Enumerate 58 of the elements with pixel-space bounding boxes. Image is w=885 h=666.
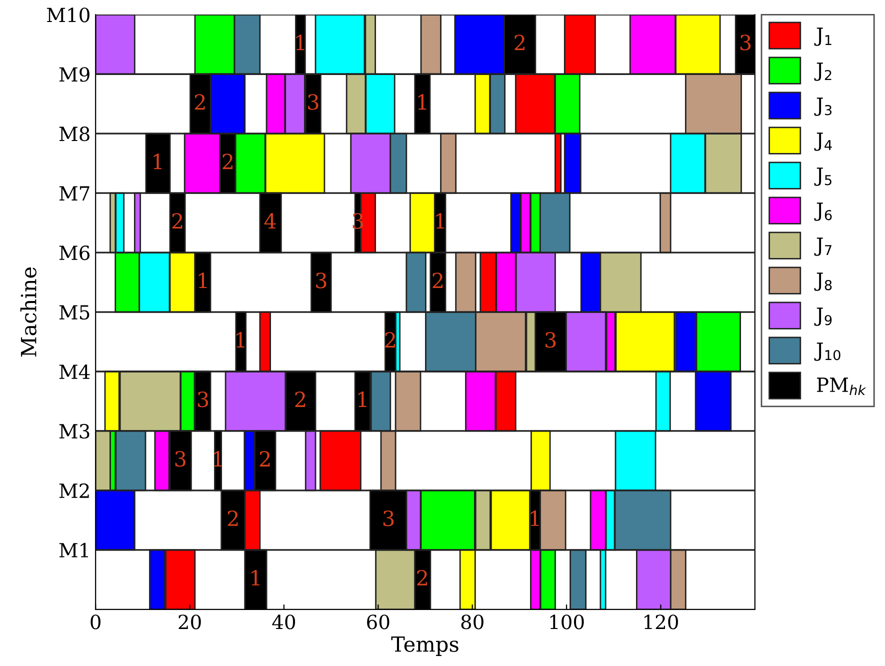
annotation: 2: [514, 34, 524, 50]
legend-label: J$_{5}$: [814, 168, 832, 186]
annotation: 2: [385, 332, 395, 348]
legend-label: J$_{6}$: [814, 202, 832, 221]
annotation: 3: [198, 392, 208, 408]
annotation: 3: [383, 510, 394, 526]
y-tick-label: M10: [47, 8, 90, 22]
annotation: 2: [432, 272, 443, 288]
annotation: 3: [740, 34, 751, 50]
x-tick-label: 120: [644, 614, 678, 630]
x-axis-title: Temps: [391, 636, 458, 656]
annotation: 2: [228, 510, 238, 526]
legend-label: J$_{4}$: [814, 132, 832, 151]
annotation: 2: [417, 570, 427, 586]
y-axis-title: Machine: [20, 267, 36, 357]
y-tick-label: M4: [59, 364, 90, 379]
annotation: 1: [154, 154, 162, 170]
annotation: 1: [436, 213, 444, 229]
x-tick-label: 60: [367, 614, 390, 630]
x-tick-label: 80: [461, 614, 484, 630]
annotation: 3: [308, 94, 318, 110]
legend-label: J$_{7}$: [814, 238, 832, 256]
x-tick-label: 40: [272, 614, 296, 630]
legend-label: J$_{9}$: [814, 308, 832, 326]
annotation: 1: [358, 392, 366, 407]
annotation: 1: [418, 94, 426, 110]
legend-label: J$_{8}$: [814, 272, 832, 291]
y-tick-label: M7: [59, 186, 90, 200]
y-tick-label: M2: [59, 483, 89, 498]
annotation: 1: [530, 510, 539, 526]
annotation: 2: [260, 450, 270, 466]
legend-label: J$_{3}$: [814, 98, 832, 116]
annotation: 1: [214, 450, 222, 466]
annotation: 1: [198, 272, 207, 288]
legend-label: J$_{10}$: [814, 342, 840, 361]
annotation: 2: [295, 392, 306, 407]
x-tick-label: 0: [90, 614, 100, 630]
annotation: 3: [316, 272, 326, 288]
y-tick-label: M5: [59, 305, 90, 320]
y-tick-label: M3: [59, 424, 90, 439]
y-tick-label: M1: [59, 542, 88, 558]
annotation: 2: [222, 154, 232, 170]
x-tick-label: 20: [178, 614, 201, 630]
annotation: 1: [296, 34, 304, 50]
annotation: 2: [194, 94, 205, 110]
annotation: 1: [252, 570, 260, 586]
annotation: 3: [175, 450, 186, 467]
y-tick-label: M9: [59, 67, 90, 82]
annotation: 3: [545, 332, 556, 348]
annotation: 4: [264, 213, 276, 229]
legend-label: J$_{1}$: [814, 28, 832, 46]
legend-label: J$_{2}$: [814, 62, 832, 81]
annotation: 1: [236, 332, 244, 348]
y-tick-label: M6: [59, 246, 90, 260]
x-tick-label: 100: [550, 614, 584, 630]
legend-label: PM$_{hk}$: [817, 378, 866, 396]
y-tick-label: M8: [59, 126, 90, 142]
annotation: 2: [172, 213, 182, 229]
